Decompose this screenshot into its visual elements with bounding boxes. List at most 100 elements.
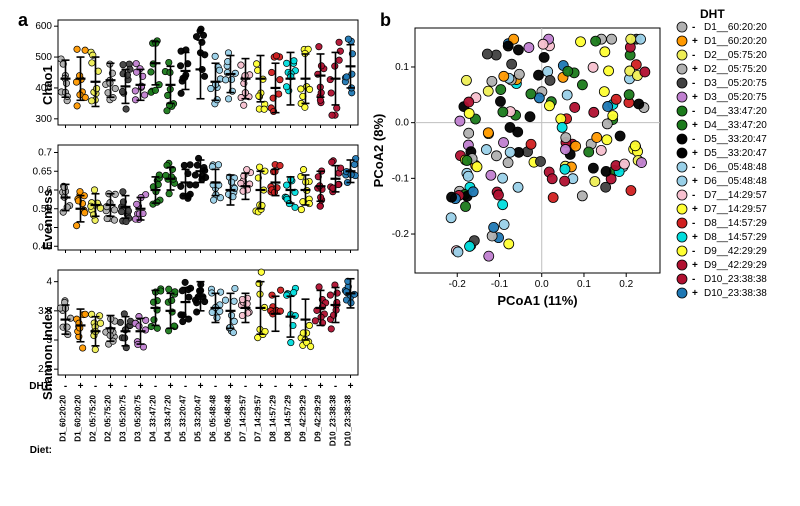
legend-swatch [677, 92, 687, 102]
legend-label: D4__33:47:20 [704, 106, 767, 117]
data-point [193, 309, 199, 315]
dht-symbol: - [94, 381, 97, 392]
pcoa-point [446, 213, 456, 223]
data-point [329, 112, 335, 118]
pcoa-point [601, 166, 611, 176]
plot-frame [58, 20, 358, 125]
legend-dht: + [692, 36, 698, 47]
data-point [166, 286, 172, 292]
data-point [186, 294, 192, 300]
diet-label: D9_42:29:29 [299, 394, 308, 441]
shannon-ylabel: Shannon Index [40, 307, 55, 400]
legend-swatch [677, 246, 687, 256]
diet-label: D3_05:20:75 [119, 394, 128, 441]
diet-label: D4_33:47:20 [149, 394, 158, 441]
data-point [222, 297, 228, 303]
ytick: 300 [35, 114, 52, 125]
xtick: -0.2 [449, 279, 467, 290]
data-point [92, 346, 98, 352]
xtick: 0.1 [577, 279, 591, 290]
data-point [117, 319, 123, 325]
pcoa-point [505, 147, 515, 157]
pcoa-point [607, 34, 617, 44]
pcoa-point [503, 158, 513, 168]
pcoa-point [526, 139, 536, 149]
data-point [312, 318, 318, 324]
pcoa-point [545, 75, 555, 85]
diet-label: D4_33:47:20 [164, 394, 173, 441]
pcoa-point [525, 112, 535, 122]
data-point [179, 288, 185, 294]
dht-symbol: - [334, 381, 337, 392]
data-point [290, 289, 296, 295]
pcoa-point [544, 101, 554, 111]
legend-label: D8__14:57:29 [704, 232, 767, 243]
data-point [187, 162, 193, 168]
data-point [177, 63, 183, 69]
xtick: 0.0 [535, 279, 549, 290]
data-point [228, 179, 234, 185]
xtick: 0.2 [619, 279, 633, 290]
legend-swatch [677, 288, 687, 298]
data-point [225, 96, 231, 102]
panel-a-label: a [18, 10, 28, 31]
pcoa-point [472, 162, 482, 172]
data-point [74, 103, 80, 109]
data-point [111, 207, 117, 213]
dht-symbol: + [78, 381, 84, 392]
pcoa-point [602, 135, 612, 145]
pcoa-point [496, 85, 506, 95]
data-point [215, 162, 221, 168]
pcoa-point [498, 200, 508, 210]
ytick: 4 [46, 277, 52, 288]
data-point [336, 57, 342, 63]
data-point [91, 187, 97, 193]
data-point [288, 339, 294, 345]
data-point [345, 36, 351, 42]
data-point [82, 210, 88, 216]
data-point [318, 63, 324, 69]
data-point [111, 217, 117, 223]
legend-title: DHT [700, 7, 725, 21]
pcoa-point [611, 94, 621, 104]
legend-label: D4__33:47:20 [704, 120, 767, 131]
data-point [89, 60, 95, 66]
legend-swatch [677, 22, 687, 32]
data-point [327, 292, 333, 298]
data-point [238, 62, 244, 68]
data-point [212, 53, 218, 59]
data-point [256, 164, 262, 170]
data-point [277, 287, 283, 293]
pcoa-point [560, 144, 570, 154]
pcoa-point [499, 220, 509, 230]
legend-swatch [677, 218, 687, 228]
legend-swatch [677, 204, 687, 214]
pcoa-point [626, 34, 636, 44]
legend-dht: - [692, 134, 695, 145]
pcoa-point [482, 49, 492, 59]
data-point [307, 343, 313, 349]
diet-label: D10_23:38:38 [344, 394, 353, 446]
data-point [273, 53, 279, 59]
data-point [79, 345, 85, 351]
data-point [258, 269, 264, 275]
pcoa-point [588, 62, 598, 72]
pcoa-point [455, 116, 465, 126]
data-point [123, 218, 129, 224]
dht-symbol: + [168, 381, 174, 392]
dht-symbol: - [244, 381, 247, 392]
legend-swatch [677, 162, 687, 172]
data-point [284, 292, 290, 298]
data-point [316, 43, 322, 49]
legend-dht: + [692, 92, 698, 103]
figure-svg: 3004005006000.450.50.550.60.650.72.533.5… [0, 0, 800, 501]
legend-label: D7__14:29:57 [704, 190, 767, 201]
data-point [193, 33, 199, 39]
legend-label: D1__60:20:20 [704, 36, 767, 47]
pcoa-point [447, 192, 457, 202]
pcoa-point [584, 147, 594, 157]
pcoa-point [463, 171, 473, 181]
legend-label: D1__60:20:20 [704, 22, 767, 33]
legend-swatch [677, 134, 687, 144]
data-point [82, 311, 88, 317]
